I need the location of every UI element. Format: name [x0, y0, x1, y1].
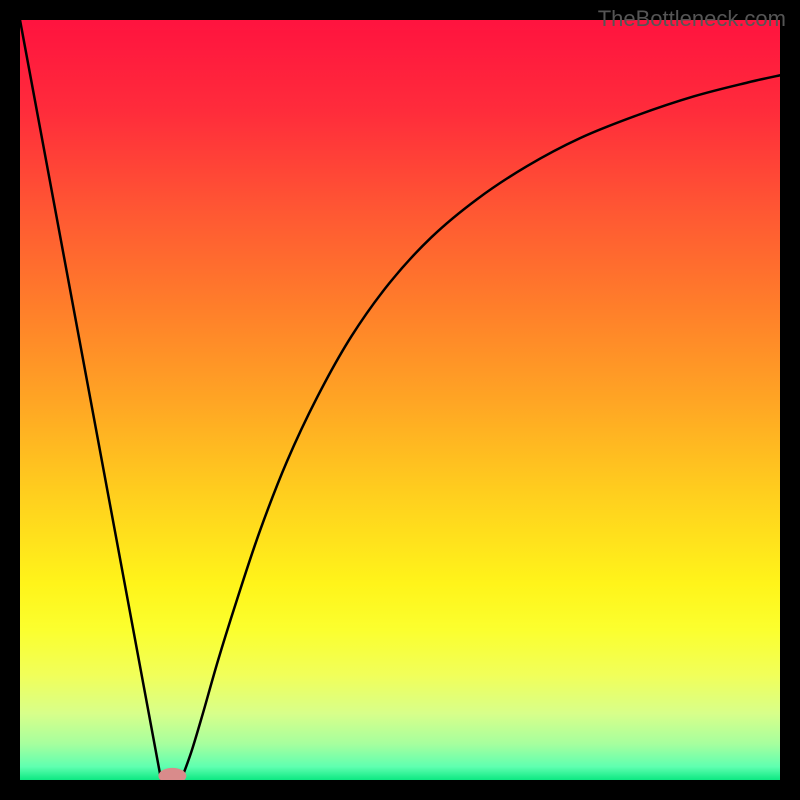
chart-svg: [0, 0, 800, 800]
bottleneck-chart: TheBottleneck.com: [0, 0, 800, 800]
plot-background: [20, 20, 782, 782]
